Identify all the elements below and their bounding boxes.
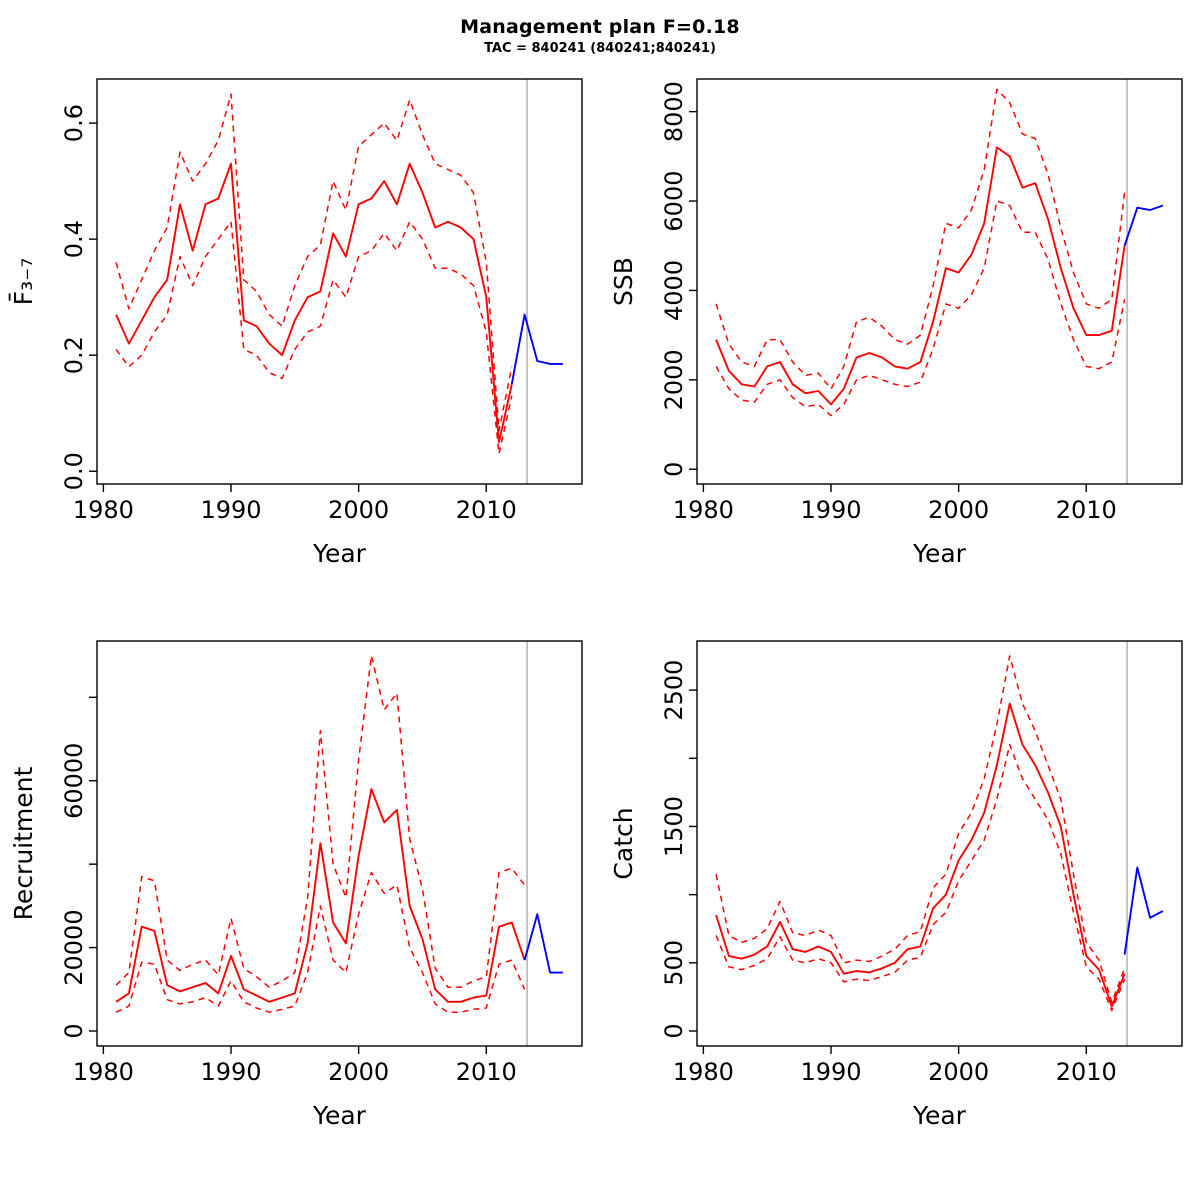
fbar-chart: 1980 1990 2000 2010 0.0 0.2 0.4 0.6 Year F̄₃₋₇ xyxy=(8,78,583,568)
plot-box xyxy=(96,78,583,485)
plot-box xyxy=(696,78,1183,485)
plot-box xyxy=(696,640,1183,1047)
x-axis-title: Year xyxy=(912,1101,967,1130)
y-tick-label: 0.6 xyxy=(60,104,88,142)
figure-subtitle: TAC = 840241 (840241;840241) xyxy=(484,41,716,56)
x-tick-label: 2000 xyxy=(328,496,389,524)
y-tick-label: 1500 xyxy=(660,796,688,857)
y-axis-title: F̄₃₋₇ xyxy=(8,258,38,306)
series-upper-ci xyxy=(715,88,1126,390)
catch-chart: 1980 1990 2000 2010 0 500 1500 2500 Year Catch xyxy=(609,640,1183,1130)
y-tick-label: 6000 xyxy=(660,170,688,231)
series-median xyxy=(715,702,1126,1008)
x-tick-label: 2010 xyxy=(1056,1058,1117,1086)
x-axis-title: Year xyxy=(912,539,967,568)
series-upper-ci xyxy=(115,654,526,988)
x-axis-title: Year xyxy=(312,1101,367,1130)
y-tick-label: 4000 xyxy=(660,260,688,321)
y-axis-title: SSB xyxy=(609,257,638,306)
figure-title: Management plan F=0.18 xyxy=(460,16,740,38)
series-lower-ci xyxy=(115,871,526,1013)
series-forecast xyxy=(510,313,563,385)
y-tick-label: 0.2 xyxy=(60,336,88,374)
ssb-chart: 1980 1990 2000 2010 0 2000 4000 6000 8000 Year SSB xyxy=(609,78,1183,568)
series-upper-ci xyxy=(715,655,1126,1004)
x-tick-label: 2010 xyxy=(456,1058,517,1086)
y-tick-label: 8000 xyxy=(660,81,688,142)
recruitment-chart: 1980 1990 2000 2010 0 20000 60000 Year Recruitme… xyxy=(9,640,583,1130)
series-median xyxy=(715,146,1126,406)
figure-header: Management plan F=0.18 TAC = 840241 (840… xyxy=(0,0,1200,59)
x-tick-label: 2010 xyxy=(456,496,517,524)
y-tick-label: 0 xyxy=(660,462,688,477)
series-median xyxy=(115,162,513,444)
y-tick-label: 0.4 xyxy=(60,220,88,258)
y-tick-label: 0 xyxy=(60,1023,88,1038)
y-tick-label: 60000 xyxy=(60,743,88,819)
y-tick-label: 2000 xyxy=(660,349,688,410)
y-axis-title: Catch xyxy=(609,807,638,879)
y-tick-label: 0.0 xyxy=(60,452,88,490)
x-tick-label: 1980 xyxy=(673,496,734,524)
series-median xyxy=(115,788,526,1003)
y-tick-label: 20000 xyxy=(60,909,88,985)
x-axis-title: Year xyxy=(312,539,367,568)
x-tick-label: 1980 xyxy=(73,1058,134,1086)
y-tick-label: 2500 xyxy=(660,660,688,721)
series-forecast xyxy=(1123,866,1164,955)
series-forecast xyxy=(1123,204,1164,247)
y-tick-label: 0 xyxy=(660,1023,688,1038)
x-tick-label: 2000 xyxy=(928,1058,989,1086)
x-tick-label: 1980 xyxy=(73,496,134,524)
x-tick-label: 1990 xyxy=(800,496,861,524)
series-lower-ci xyxy=(115,220,513,455)
plot-box xyxy=(96,640,583,1047)
series-forecast xyxy=(523,913,563,974)
y-axis-title: Recruitment xyxy=(9,766,38,920)
x-tick-label: 2000 xyxy=(928,496,989,524)
x-tick-label: 1980 xyxy=(673,1058,734,1086)
x-tick-label: 1990 xyxy=(200,1058,261,1086)
x-tick-label: 1990 xyxy=(200,496,261,524)
x-tick-label: 2010 xyxy=(1056,496,1117,524)
x-tick-label: 2000 xyxy=(328,1058,389,1086)
panel-grid: 1980 1990 2000 2010 0.0 0.2 0.4 0.6 Year F̄₃₋₇ 19… xyxy=(0,59,1200,1183)
y-tick-label: 500 xyxy=(660,940,688,986)
series-lower-ci xyxy=(715,743,1126,1012)
series-upper-ci xyxy=(115,93,513,432)
series-lower-ci xyxy=(715,200,1126,417)
x-tick-label: 1990 xyxy=(800,1058,861,1086)
